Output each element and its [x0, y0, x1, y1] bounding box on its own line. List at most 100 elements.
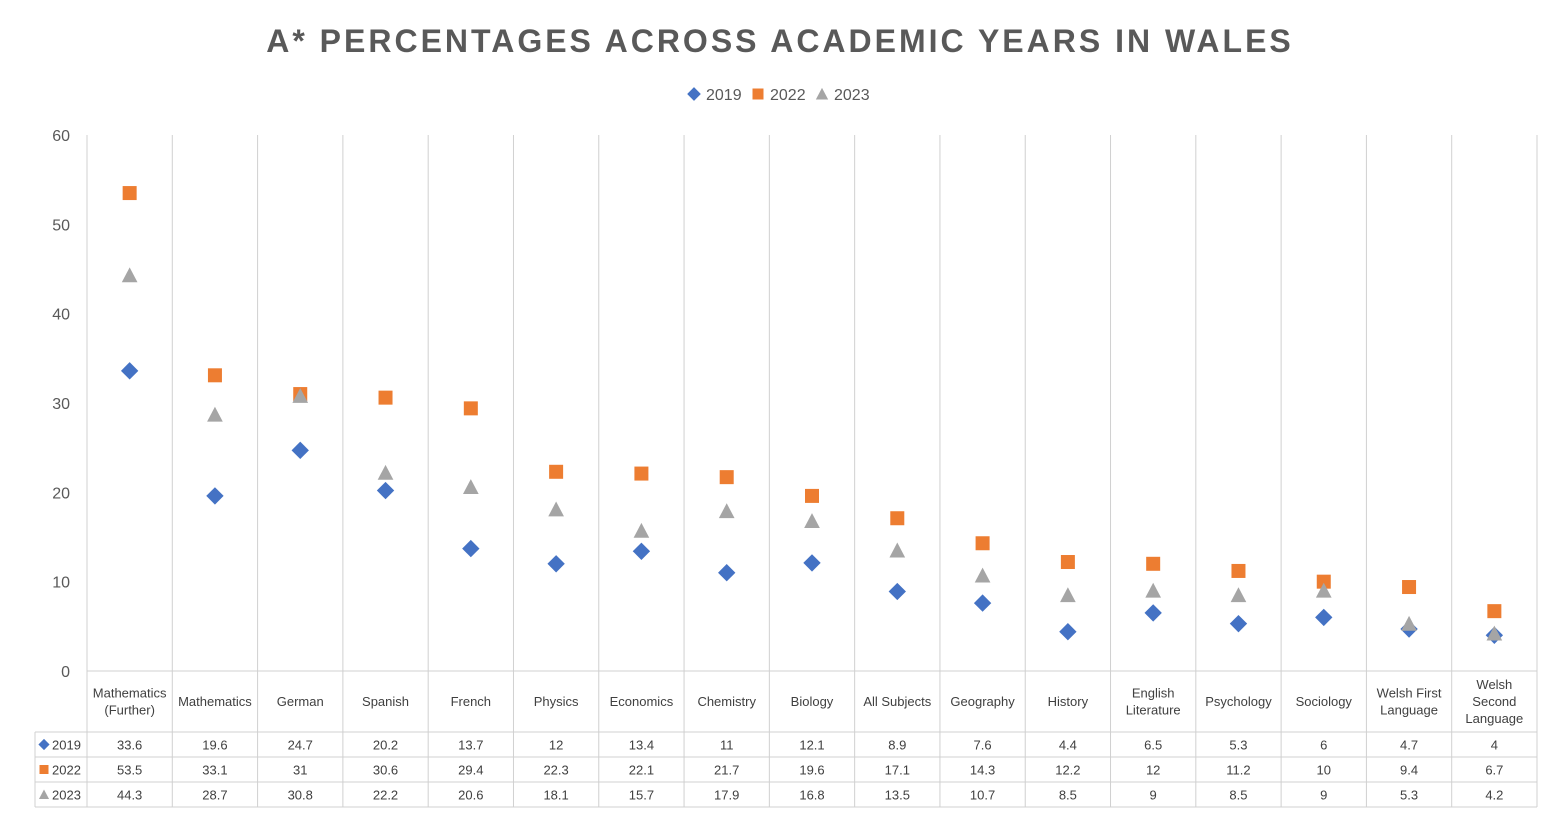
data-point-2023	[1486, 625, 1503, 641]
data-point-2019	[1144, 604, 1162, 622]
data-point-2019	[547, 555, 565, 573]
table-cell: 16.8	[799, 788, 824, 803]
category-label: English Literature	[1126, 686, 1181, 718]
data-point-2019	[291, 441, 309, 460]
legend-marker-2022	[752, 88, 764, 100]
table-cell: 6.7	[1485, 763, 1503, 778]
category-label: Physics	[534, 694, 579, 709]
category-label: Psychology	[1205, 694, 1272, 709]
data-point-2023	[377, 464, 394, 480]
category-label: Sociology	[1296, 694, 1353, 709]
data-point-2023	[1315, 582, 1332, 598]
category-label: All Subjects	[863, 694, 931, 709]
category-label: Chemistry	[697, 694, 756, 709]
y-tick-label: 0	[61, 664, 70, 681]
data-point-2019	[1229, 614, 1248, 633]
table-row-label-2022: 2022	[52, 763, 81, 778]
table-cell: 12	[1146, 763, 1160, 778]
data-point-2019	[462, 539, 480, 558]
table-cell: 14.3	[970, 763, 995, 778]
data-point-2023	[1060, 587, 1076, 603]
y-tick-label: 30	[52, 396, 70, 413]
data-point-2023	[292, 388, 309, 403]
category-label: Welsh Second Language	[1465, 677, 1523, 726]
table-cell: 28.7	[202, 788, 227, 803]
table-cell: 44.3	[117, 788, 142, 803]
data-point-2019	[973, 594, 992, 612]
table-row-label-2019: 2019	[52, 738, 81, 753]
data-point-2019	[1315, 608, 1333, 627]
y-tick-label: 10	[52, 575, 70, 592]
legend-label-2023: 2023	[834, 87, 870, 104]
data-point-2022	[1402, 580, 1417, 595]
data-point-2023	[1230, 587, 1247, 603]
data-table: Mathematics (Further) Mathematics German Spa…	[38, 677, 1523, 803]
data-point-2022	[1146, 556, 1161, 571]
data-point-2019	[718, 564, 736, 582]
table-cell: 8.5	[1229, 788, 1247, 803]
grid	[34, 135, 1538, 808]
table-cell: 24.7	[288, 738, 313, 753]
table-cell: 10.7	[970, 788, 995, 803]
table-cell: 30.8	[288, 788, 313, 803]
table-cell: 12	[549, 738, 563, 753]
data-point-2023	[207, 406, 223, 422]
category-label: Mathematics	[178, 694, 252, 709]
data-point-2019	[632, 542, 651, 560]
table-cell: 20.6	[458, 788, 483, 803]
table-cell: 5.3	[1400, 788, 1418, 803]
table-cell: 18.1	[543, 788, 568, 803]
data-point-2022	[463, 401, 478, 416]
legend-marker-2019	[687, 87, 701, 101]
category-label: French	[451, 694, 491, 709]
chart-title: A* PERCENTAGES ACROSS ACADEMIC YEARS IN …	[266, 23, 1294, 59]
table-cell: 4.2	[1485, 788, 1503, 803]
table-cell: 12.2	[1055, 763, 1080, 778]
data-point-2022	[719, 470, 734, 485]
data-point-2023	[633, 522, 650, 538]
data-point-2022	[1487, 604, 1502, 619]
category-label: Spanish	[362, 694, 409, 709]
category-label: Biology	[791, 694, 834, 709]
data-point-2019	[1059, 623, 1077, 641]
table-cell: 22.3	[543, 763, 568, 778]
data-point-2023	[548, 501, 564, 517]
data-point-2022	[1316, 574, 1331, 589]
table-cell: 11	[720, 738, 734, 753]
data-point-2019	[888, 582, 906, 601]
data-point-2022	[549, 464, 564, 479]
table-cell: 7.6	[974, 738, 992, 753]
table-cell: 30.6	[373, 763, 398, 778]
table-cell: 6.5	[1144, 738, 1162, 753]
data-point-2022	[634, 466, 649, 481]
table-cell: 10	[1317, 763, 1331, 778]
table-cell: 33.6	[117, 738, 142, 753]
data-point-2022	[1231, 563, 1246, 578]
data-point-2022	[122, 186, 137, 201]
category-label: Economics	[610, 694, 674, 709]
category-label: Welsh First Language	[1377, 686, 1442, 718]
data-markers	[120, 186, 1504, 644]
y-tick-label: 60	[52, 128, 70, 145]
data-point-2019	[120, 362, 139, 380]
table-cell: 21.7	[714, 763, 739, 778]
data-point-2023	[1145, 582, 1162, 598]
table-marker-2022	[39, 765, 49, 774]
table-cell: 13.4	[629, 738, 654, 753]
legend-marker-2023	[815, 87, 829, 100]
data-point-2022	[975, 536, 990, 551]
data-point-2022	[890, 511, 905, 526]
legend-label-2022: 2022	[770, 87, 806, 104]
y-tick-label: 40	[52, 307, 70, 324]
table-cell: 22.2	[373, 788, 398, 803]
category-label: German	[277, 694, 324, 709]
data-point-2023	[462, 479, 479, 495]
data-point-2019	[376, 481, 395, 500]
table-cell: 31	[293, 763, 307, 778]
legend-label-2019: 2019	[706, 87, 742, 104]
table-cell: 20.2	[373, 738, 398, 753]
category-label: History	[1048, 694, 1089, 709]
table-cell: 13.5	[885, 788, 910, 803]
data-point-2022	[1060, 555, 1075, 570]
table-cell: 5.3	[1229, 738, 1247, 753]
